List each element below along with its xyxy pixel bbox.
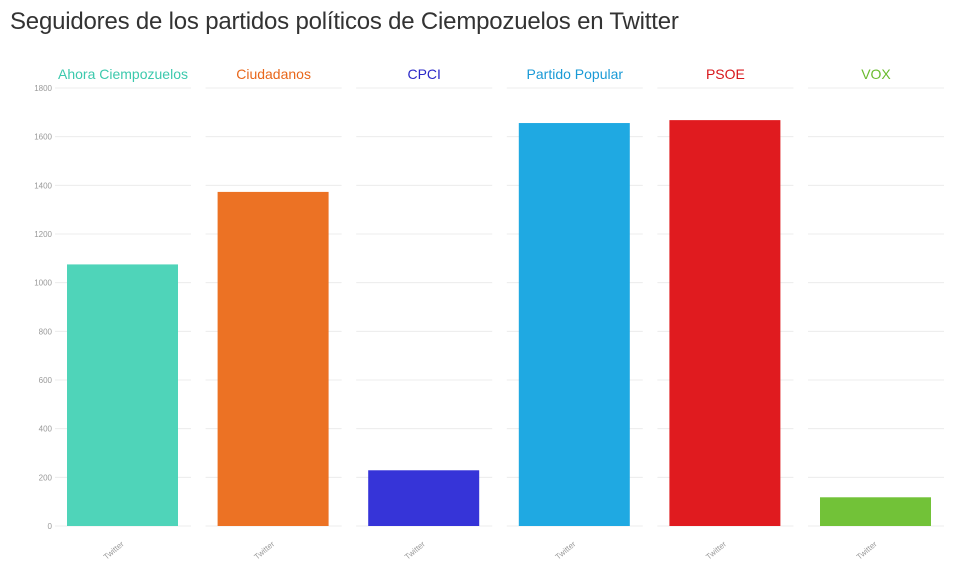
y-tick-label: 1600 [34, 133, 52, 142]
x-tick-label: Twitter [704, 539, 728, 561]
y-tick-label: 1000 [34, 279, 52, 288]
panel-label: PSOE [706, 66, 745, 82]
panel-label: VOX [861, 66, 891, 82]
bar [368, 470, 480, 526]
x-tick-label: Twitter [102, 539, 126, 561]
panel-label: Partido Popular [527, 66, 624, 82]
y-tick-label: 1400 [34, 181, 52, 190]
bar [518, 123, 630, 526]
y-tick-label: 0 [48, 522, 53, 531]
y-tick-label: 600 [39, 376, 53, 385]
y-tick-label: 800 [39, 327, 53, 336]
y-tick-label: 400 [39, 425, 53, 434]
panel-label: Ahora Ciempozuelos [58, 66, 188, 82]
x-tick-label: Twitter [554, 539, 578, 561]
y-tick-label: 200 [39, 473, 53, 482]
x-tick-label: Twitter [855, 539, 879, 561]
bar [67, 264, 178, 526]
y-tick-label: 1800 [34, 84, 52, 93]
x-tick-label: Twitter [403, 539, 427, 561]
chart-title: Seguidores de los partidos políticos de … [10, 8, 679, 35]
bar [820, 497, 931, 526]
bar [217, 191, 329, 527]
bar [669, 120, 781, 527]
x-tick-label: Twitter [252, 539, 276, 561]
y-tick-label: 1200 [34, 230, 52, 239]
panel-label: Ciudadanos [236, 66, 311, 82]
panel-label: CPCI [407, 66, 440, 82]
